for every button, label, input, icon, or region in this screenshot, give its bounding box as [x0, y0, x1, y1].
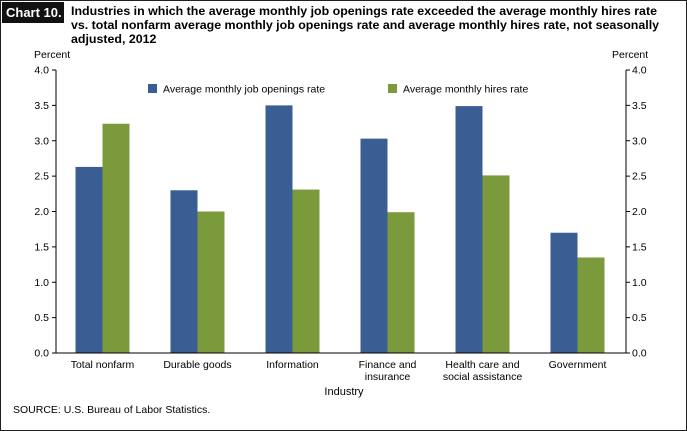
- y-tick-label-left: 1.0: [34, 277, 49, 289]
- x-tick-label: Government: [549, 359, 607, 371]
- x-tick-label: insurance: [365, 371, 411, 383]
- y-tick-label-left: 0.5: [34, 312, 49, 324]
- x-tick-label: Durable goods: [163, 359, 231, 371]
- y-tick-label-right: 4.0: [632, 65, 647, 77]
- x-tick-label: social assistance: [443, 371, 523, 383]
- y-tick-label-right: 3.5: [632, 100, 647, 112]
- y-tick-label-right: 2.0: [632, 206, 647, 218]
- x-tick-label: Information: [266, 359, 319, 371]
- legend-label-openings: Average monthly job openings rate: [163, 84, 325, 96]
- legend-swatch-hires: [388, 84, 397, 93]
- y-tick-label-right: 1.0: [632, 277, 647, 289]
- bar-hires: [387, 212, 415, 353]
- y-tick-label-left: 4.0: [34, 65, 49, 77]
- bar-openings: [75, 166, 103, 353]
- bar-openings: [265, 105, 293, 353]
- bar-hires: [577, 257, 605, 353]
- chart-number-label: Chart 10.: [2, 2, 64, 23]
- y-tick-label-left: 0.0: [34, 348, 49, 360]
- bar-openings: [455, 106, 483, 354]
- legend-label-hires: Average monthly hires rate: [403, 84, 528, 96]
- x-tick-label: Health care and: [445, 359, 519, 371]
- bar-openings: [170, 190, 198, 353]
- bar-hires: [482, 175, 510, 353]
- bar-openings: [550, 232, 578, 353]
- y-tick-label-left: 1.5: [34, 241, 49, 253]
- x-tick-label: Total nonfarm: [71, 359, 135, 371]
- y-tick-label-right: 2.5: [632, 171, 647, 183]
- bar-hires: [292, 189, 320, 353]
- y-tick-label-left: 2.5: [34, 171, 49, 183]
- y-tick-label-right: 0.5: [632, 312, 647, 324]
- bar-hires: [197, 211, 225, 353]
- y-tick-label-right: 3.0: [632, 135, 647, 147]
- y-axis-label-right: Percent: [612, 49, 648, 61]
- legend-swatch-openings: [148, 84, 157, 93]
- chart-title: Industries in which the average monthly …: [71, 4, 660, 46]
- y-tick-label-right: 1.5: [632, 241, 647, 253]
- y-tick-label-left: 2.0: [34, 206, 49, 218]
- x-tick-label: Finance and: [359, 359, 417, 371]
- y-tick-label-right: 0.0: [632, 348, 647, 360]
- bar-openings: [360, 138, 388, 353]
- y-tick-label-left: 3.0: [34, 135, 49, 147]
- bar-hires: [102, 123, 130, 354]
- y-axis-label-left: Percent: [34, 49, 70, 61]
- y-tick-label-left: 3.5: [34, 100, 49, 112]
- x-axis-title: Industry: [324, 386, 364, 398]
- source-note: SOURCE: U.S. Bureau of Labor Statistics.: [13, 404, 211, 416]
